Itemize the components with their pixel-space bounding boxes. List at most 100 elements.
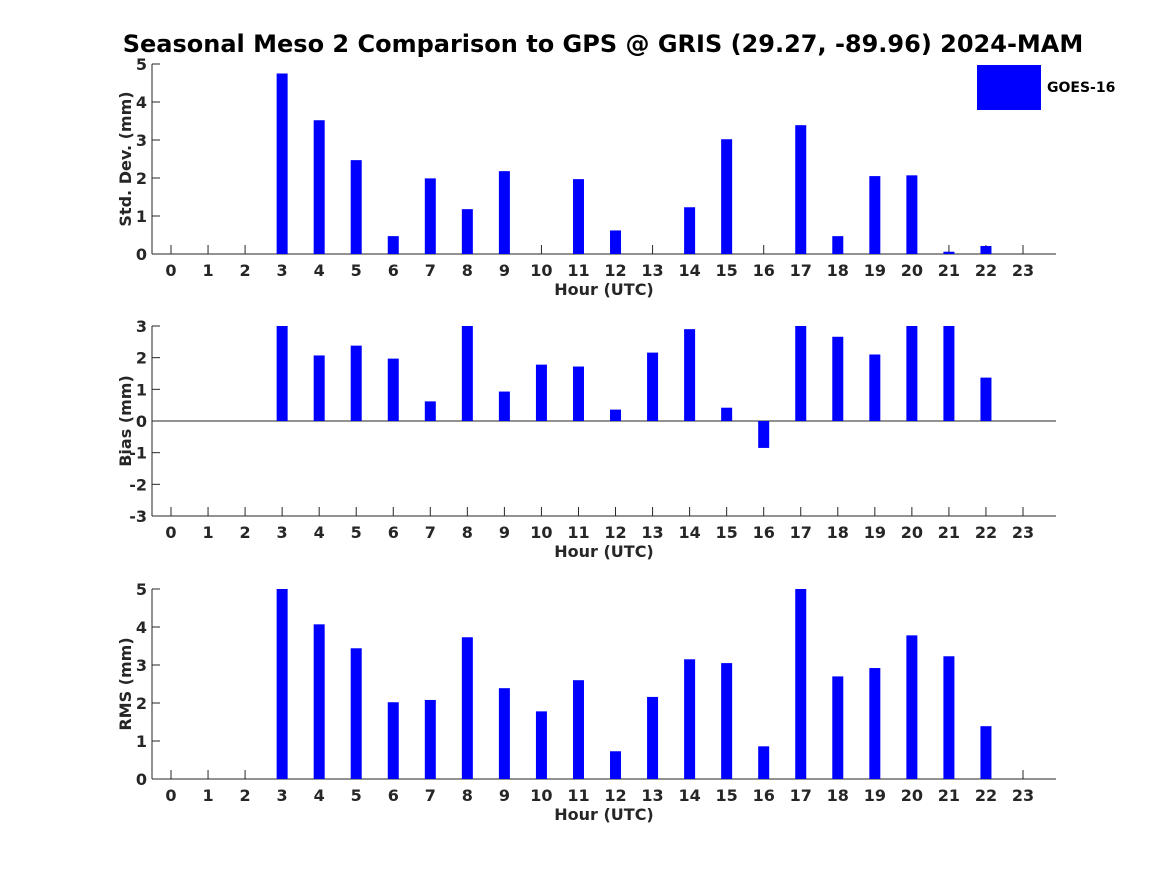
x-tick-label: 2 — [240, 261, 251, 280]
bar-hour-6 — [387, 702, 399, 779]
x-tick-label: 13 — [641, 261, 663, 280]
x-tick-label: 1 — [202, 523, 213, 542]
bar-hour-15 — [721, 139, 733, 254]
x-tick-label: 1 — [202, 261, 213, 280]
x-tick-label: 9 — [499, 261, 510, 280]
y-tick-label: -3 — [129, 507, 147, 526]
x-tick-label: 12 — [604, 523, 626, 542]
bar-hour-17 — [795, 589, 807, 779]
bar-hour-21 — [943, 326, 955, 421]
x-axis-label: Hour (UTC) — [554, 280, 654, 299]
y-tick-label: 4 — [136, 618, 147, 637]
legend-swatch-goes-16 — [977, 65, 1041, 110]
x-tick-label: 2 — [240, 523, 251, 542]
x-tick-label: 15 — [716, 523, 738, 542]
x-tick-label: 0 — [165, 786, 176, 805]
bar-hour-6 — [387, 358, 399, 421]
bar-hour-7 — [424, 401, 436, 421]
bar-hour-10 — [535, 364, 547, 421]
bar-hour-15 — [721, 663, 733, 779]
x-tick-label: 13 — [641, 523, 663, 542]
y-tick-label: 2 — [136, 169, 147, 188]
x-tick-label: 18 — [827, 261, 849, 280]
y-tick-label: 3 — [136, 656, 147, 675]
x-tick-label: 15 — [716, 786, 738, 805]
bar-hour-20 — [906, 635, 918, 779]
x-tick-label: 11 — [567, 786, 589, 805]
x-tick-label: 16 — [753, 261, 775, 280]
bar-hour-12 — [610, 409, 622, 421]
x-tick-label: 2 — [240, 786, 251, 805]
x-tick-label: 12 — [604, 786, 626, 805]
y-tick-label: 5 — [136, 580, 147, 599]
bar-hour-13 — [647, 696, 659, 779]
x-tick-label: 17 — [790, 523, 812, 542]
x-tick-label: 23 — [1012, 786, 1034, 805]
bar-hour-10 — [535, 711, 547, 779]
bar-hour-12 — [610, 230, 622, 254]
x-tick-label: 3 — [277, 261, 288, 280]
x-tick-label: 15 — [716, 261, 738, 280]
y-tick-label: 5 — [136, 55, 147, 74]
bar-hour-22 — [980, 726, 992, 779]
bar-hour-17 — [795, 125, 807, 255]
bar-hour-22 — [980, 246, 992, 254]
bar-hour-6 — [387, 236, 399, 254]
x-tick-label: 17 — [790, 261, 812, 280]
legend-label-goes-16: GOES-16 — [1047, 80, 1115, 96]
y-tick-label: 2 — [136, 694, 147, 713]
bar-hour-7 — [424, 699, 436, 779]
x-tick-label: 9 — [499, 523, 510, 542]
x-tick-label: 6 — [388, 786, 399, 805]
x-tick-label: 6 — [388, 261, 399, 280]
x-tick-label: 5 — [351, 523, 362, 542]
x-tick-label: 6 — [388, 523, 399, 542]
y-tick-label: 1 — [136, 380, 147, 399]
bar-hour-19 — [869, 668, 881, 779]
bar-hour-20 — [906, 326, 918, 421]
bar-hour-3 — [276, 326, 288, 421]
y-tick-label: 0 — [136, 412, 147, 431]
bar-hour-21 — [943, 656, 955, 779]
bar-hour-14 — [684, 207, 696, 254]
bar-hour-5 — [350, 648, 362, 779]
x-tick-label: 11 — [567, 261, 589, 280]
bar-hour-4 — [313, 355, 325, 421]
x-tick-label: 3 — [277, 523, 288, 542]
x-tick-label: 20 — [901, 261, 923, 280]
x-tick-label: 19 — [864, 261, 886, 280]
x-tick-label: 10 — [530, 261, 552, 280]
x-tick-label: 19 — [864, 786, 886, 805]
bar-hour-4 — [313, 624, 325, 779]
x-tick-label: 12 — [604, 261, 626, 280]
x-tick-label: 4 — [314, 786, 325, 805]
y-tick-label: 2 — [136, 349, 147, 368]
y-tick-label: 3 — [136, 317, 147, 336]
bar-hour-14 — [684, 329, 696, 421]
x-tick-label: 5 — [351, 786, 362, 805]
bar-hour-12 — [610, 751, 622, 779]
x-tick-label: 7 — [425, 261, 436, 280]
x-tick-label: 8 — [462, 786, 473, 805]
y-axis-label: Std. Dev. (mm) — [116, 91, 135, 226]
x-tick-label: 10 — [530, 786, 552, 805]
x-tick-label: 19 — [864, 523, 886, 542]
x-tick-label: 21 — [938, 523, 960, 542]
x-tick-label: 22 — [975, 786, 997, 805]
x-tick-label: 23 — [1012, 261, 1034, 280]
bar-hour-3 — [276, 589, 288, 779]
x-tick-label: 20 — [901, 523, 923, 542]
x-tick-label: 21 — [938, 786, 960, 805]
legend: GOES-16 — [977, 65, 1115, 110]
bar-hour-21 — [943, 251, 955, 254]
x-tick-label: 17 — [790, 786, 812, 805]
bar-hour-16 — [758, 421, 770, 448]
x-tick-label: 14 — [678, 523, 700, 542]
bar-hour-7 — [424, 178, 436, 254]
chart-title: Seasonal Meso 2 Comparison to GPS @ GRIS… — [123, 30, 1084, 58]
bar-hour-5 — [350, 160, 362, 254]
bar-hour-13 — [647, 352, 659, 421]
